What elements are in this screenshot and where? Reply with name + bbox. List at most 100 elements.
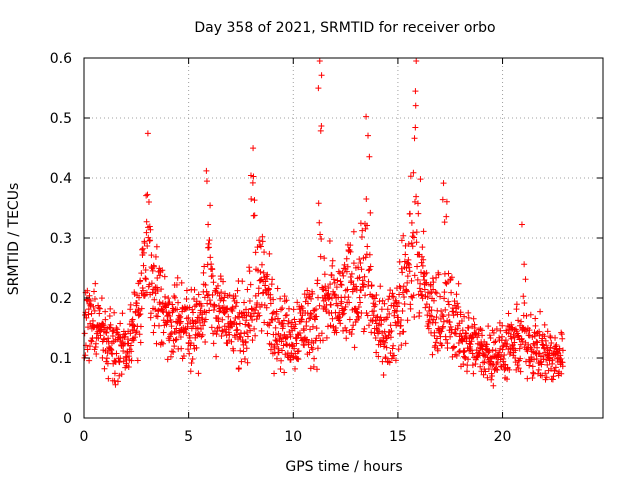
data-point <box>453 352 460 359</box>
data-point <box>130 321 137 328</box>
data-point <box>194 325 201 332</box>
data-point <box>282 312 289 319</box>
data-point <box>491 339 498 346</box>
data-point <box>541 333 548 340</box>
data-point <box>325 290 332 297</box>
data-point <box>280 342 287 349</box>
data-point <box>241 356 248 363</box>
data-point <box>154 313 161 320</box>
data-point <box>169 301 176 308</box>
data-point <box>291 345 298 352</box>
data-point <box>406 268 413 275</box>
data-point <box>326 237 333 244</box>
data-point <box>490 382 497 389</box>
data-point <box>107 305 114 312</box>
data-point <box>359 277 366 284</box>
data-point <box>159 267 166 274</box>
data-point <box>245 309 252 316</box>
data-point <box>346 316 353 323</box>
data-point <box>474 334 481 341</box>
data-point <box>254 267 261 274</box>
data-point <box>256 312 263 319</box>
data-point <box>139 245 146 252</box>
data-point <box>91 295 98 302</box>
data-point <box>501 351 508 358</box>
data-point <box>189 355 196 362</box>
data-point <box>392 357 399 364</box>
data-point <box>356 256 363 263</box>
data-point <box>529 363 536 370</box>
data-point <box>458 317 465 324</box>
data-point <box>508 335 515 342</box>
data-point <box>311 355 318 362</box>
data-point <box>153 340 160 347</box>
data-point <box>325 285 332 292</box>
data-point <box>410 229 417 236</box>
data-point <box>257 243 264 250</box>
data-point <box>469 362 476 369</box>
data-point <box>432 339 439 346</box>
data-point <box>407 173 414 180</box>
data-point <box>497 327 504 334</box>
data-point <box>549 376 556 383</box>
data-point <box>200 269 207 276</box>
data-point <box>440 313 447 320</box>
data-point <box>264 271 271 278</box>
data-point <box>111 309 118 316</box>
data-point <box>221 294 228 301</box>
data-point <box>428 313 435 320</box>
data-point <box>135 307 142 314</box>
data-point <box>88 310 95 317</box>
data-point <box>244 286 251 293</box>
data-point <box>548 339 555 346</box>
data-point <box>257 277 264 284</box>
data-point <box>105 335 112 342</box>
data-point <box>128 357 135 364</box>
data-point <box>349 326 356 333</box>
data-point <box>476 350 483 357</box>
data-point <box>544 328 551 335</box>
data-point <box>104 360 111 367</box>
data-point <box>201 263 208 270</box>
data-point <box>95 302 102 309</box>
data-point <box>489 347 496 354</box>
data-point <box>382 355 389 362</box>
data-point <box>142 266 149 273</box>
data-point <box>152 306 159 313</box>
data-point <box>133 300 140 307</box>
data-point <box>82 311 89 318</box>
data-point <box>285 305 292 312</box>
data-point <box>455 303 462 310</box>
data-point <box>186 334 193 341</box>
data-point <box>440 323 447 330</box>
data-point <box>158 339 165 346</box>
data-point <box>314 345 321 352</box>
data-point <box>413 193 420 200</box>
data-point <box>219 316 226 323</box>
data-point <box>247 327 254 334</box>
data-point <box>311 307 318 314</box>
data-point <box>407 210 414 217</box>
data-point <box>207 301 214 308</box>
data-point <box>557 355 564 362</box>
data-point <box>329 262 336 269</box>
data-point <box>137 339 144 346</box>
data-point <box>226 292 233 299</box>
data-point <box>313 313 320 320</box>
data-point <box>101 365 108 372</box>
data-point <box>171 343 178 350</box>
data-point <box>166 313 173 320</box>
data-point <box>317 231 324 238</box>
data-point <box>218 333 225 340</box>
data-point <box>383 335 390 342</box>
data-point <box>238 358 245 365</box>
data-point <box>374 313 381 320</box>
data-point <box>159 307 166 314</box>
data-point <box>307 326 314 333</box>
data-point <box>405 241 412 248</box>
data-point <box>344 263 351 270</box>
data-point <box>150 263 157 270</box>
data-point <box>244 359 251 366</box>
data-point <box>111 370 118 377</box>
data-point <box>290 354 297 361</box>
